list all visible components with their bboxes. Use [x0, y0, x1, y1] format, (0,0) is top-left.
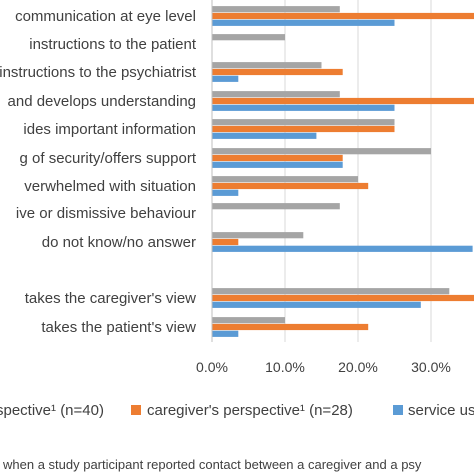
legend-swatch-3: [393, 405, 403, 415]
tick-labels: 0.0% 10.0% 20.0% 30.0%: [196, 359, 451, 375]
legend-label-3: service us: [408, 402, 474, 419]
bar-2-11: [212, 294, 474, 302]
category-label-11: takes the caregiver's view: [25, 290, 196, 307]
tick-label-2: 20.0%: [338, 359, 378, 375]
bar-2-7: [212, 182, 369, 190]
bar-2-5: [212, 125, 395, 133]
bar-1-6: [212, 148, 431, 155]
category-label-4: and develops understanding: [8, 93, 196, 110]
category-label-9: do not know/no answer: [42, 234, 196, 251]
category-label-5: ides important information: [23, 121, 196, 138]
bar-3-12: [212, 330, 239, 337]
bar-1-7: [212, 176, 358, 183]
bar-2-9: [212, 238, 239, 246]
bar-1-4: [212, 91, 340, 98]
bar-1-8: [212, 203, 340, 210]
legend: spective¹ (n=40) caregiver's perspective¹…: [0, 402, 474, 419]
category-label-3: instructions to the psychiatrist: [0, 64, 197, 81]
bar-3-7: [212, 189, 239, 196]
bar-3-6: [212, 161, 343, 168]
bar-3-4: [212, 104, 395, 111]
legend-label-1: spective¹ (n=40): [0, 402, 104, 419]
bar-2-4: [212, 97, 474, 105]
bar-1-9: [212, 232, 304, 239]
bar-1-5: [212, 119, 395, 126]
tick-label-1: 10.0%: [265, 359, 305, 375]
legend-swatch-2: [131, 405, 141, 415]
legend-label-2: caregiver's perspective¹ (n=28): [147, 402, 353, 419]
footnote: when a study participant reported contac…: [2, 457, 422, 472]
bar-2-1: [212, 12, 474, 20]
tick-label-0: 0.0%: [196, 359, 228, 375]
bar-2-12: [212, 323, 369, 331]
bar-3-11: [212, 301, 421, 308]
category-label-7: verwhelmed with situation: [24, 178, 196, 195]
bar-2-6: [212, 154, 343, 162]
bar-1-11: [212, 288, 450, 295]
bar-1-1: [212, 6, 340, 13]
bar-1-2: [212, 34, 285, 41]
bar-1-3: [212, 62, 322, 69]
bar-2-3: [212, 68, 343, 76]
category-label-2: instructions to the patient: [29, 36, 197, 53]
category-label-8: ive or dismissive behaviour: [16, 205, 196, 222]
gridlines: [284, 0, 432, 342]
category-label-1: communication at eye level: [15, 8, 196, 25]
bar-3-1: [212, 19, 395, 26]
category-label-6: g of security/offers support: [20, 150, 197, 167]
bar-3-9: [212, 245, 473, 252]
bar-3-3: [212, 75, 239, 82]
category-label-12: takes the patient's view: [41, 319, 196, 336]
bar-1-12: [212, 317, 285, 324]
category-labels: communication at eye level instructions t…: [0, 8, 197, 336]
bars: [212, 6, 474, 337]
tick-label-3: 30.0%: [411, 359, 451, 375]
bar-3-5: [212, 132, 317, 139]
